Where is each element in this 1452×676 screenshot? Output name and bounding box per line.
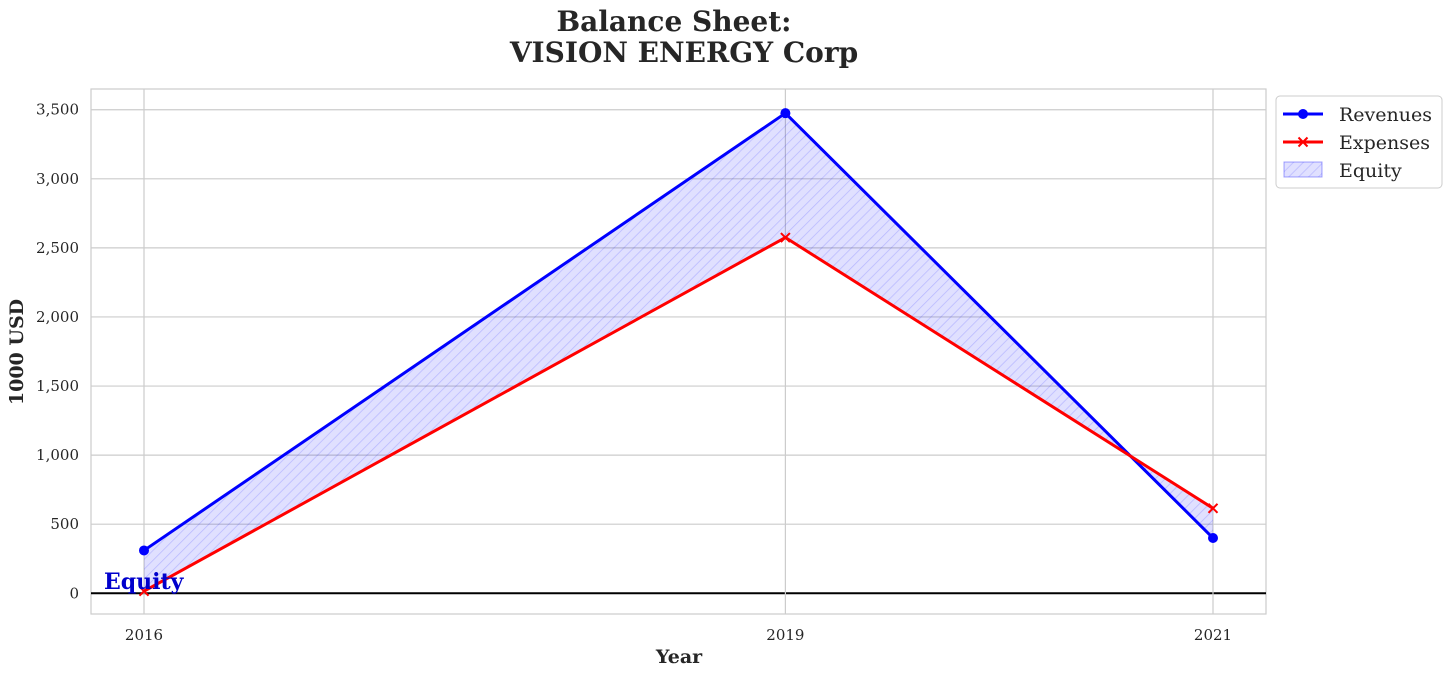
x-axis-ticks: 2016 2019 2021 — [125, 626, 1232, 644]
equity-fill — [144, 113, 1213, 592]
y-tick-label: 2,500 — [36, 239, 79, 257]
plot-area — [90, 88, 1267, 615]
plot-frame — [90, 88, 1267, 615]
y-tick-label: 2,000 — [36, 308, 79, 326]
y-tick-label: 1,500 — [36, 377, 79, 395]
legend: Revenues Expenses Equity — [1275, 95, 1443, 189]
expenses-legend-marker — [1297, 136, 1309, 148]
chart-title-line2: VISION ENERGY Corp — [509, 36, 858, 69]
equity-fill-area — [144, 113, 1213, 592]
y-tick-label: 3,500 — [36, 101, 79, 119]
equity-legend-swatch — [1283, 161, 1323, 178]
revenues-point — [780, 108, 791, 119]
revenues-legend-label: Revenues — [1339, 104, 1432, 126]
y-tick-label: 1,000 — [36, 446, 79, 464]
y-axis-label: 1000 USD — [6, 299, 28, 405]
chart-title-line1: Balance Sheet: — [556, 5, 791, 38]
expenses-legend-label: Expenses — [1339, 132, 1430, 154]
x-tick-label: 2021 — [1194, 626, 1232, 644]
x-axis-label: Year — [655, 646, 703, 668]
revenues-point — [139, 545, 149, 556]
y-tick-label: 0 — [69, 584, 79, 602]
expenses-point — [138, 585, 150, 597]
expenses-point — [1207, 503, 1219, 514]
x-tick-label: 2016 — [125, 626, 163, 644]
revenues-point — [1208, 533, 1218, 544]
x-tick-label: 2019 — [766, 626, 804, 644]
y-tick-label: 500 — [50, 515, 79, 533]
series-markers — [138, 108, 1219, 597]
equity-legend-label: Equity — [1339, 160, 1402, 182]
equity-annotation: Equity — [104, 569, 185, 595]
y-axis-ticks: 0 500 1,000 1,500 2,000 2,500 3,000 3,500 — [36, 101, 79, 603]
revenues-legend-marker — [1298, 109, 1308, 119]
expenses-point — [780, 232, 791, 243]
y-tick-label: 3,000 — [36, 170, 79, 188]
